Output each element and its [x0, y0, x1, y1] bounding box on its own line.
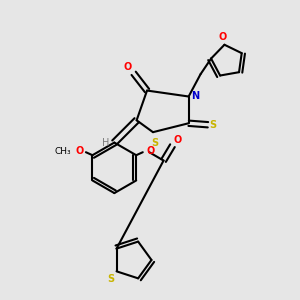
Text: O: O — [123, 62, 131, 72]
Text: CH₃: CH₃ — [54, 147, 71, 156]
Text: O: O — [174, 134, 182, 145]
Text: N: N — [192, 91, 200, 101]
Text: S: S — [107, 274, 114, 284]
Text: S: S — [151, 137, 158, 148]
Text: O: O — [146, 146, 154, 156]
Text: S: S — [210, 120, 217, 130]
Text: O: O — [75, 146, 83, 156]
Text: O: O — [219, 32, 227, 42]
Text: H: H — [102, 138, 109, 148]
